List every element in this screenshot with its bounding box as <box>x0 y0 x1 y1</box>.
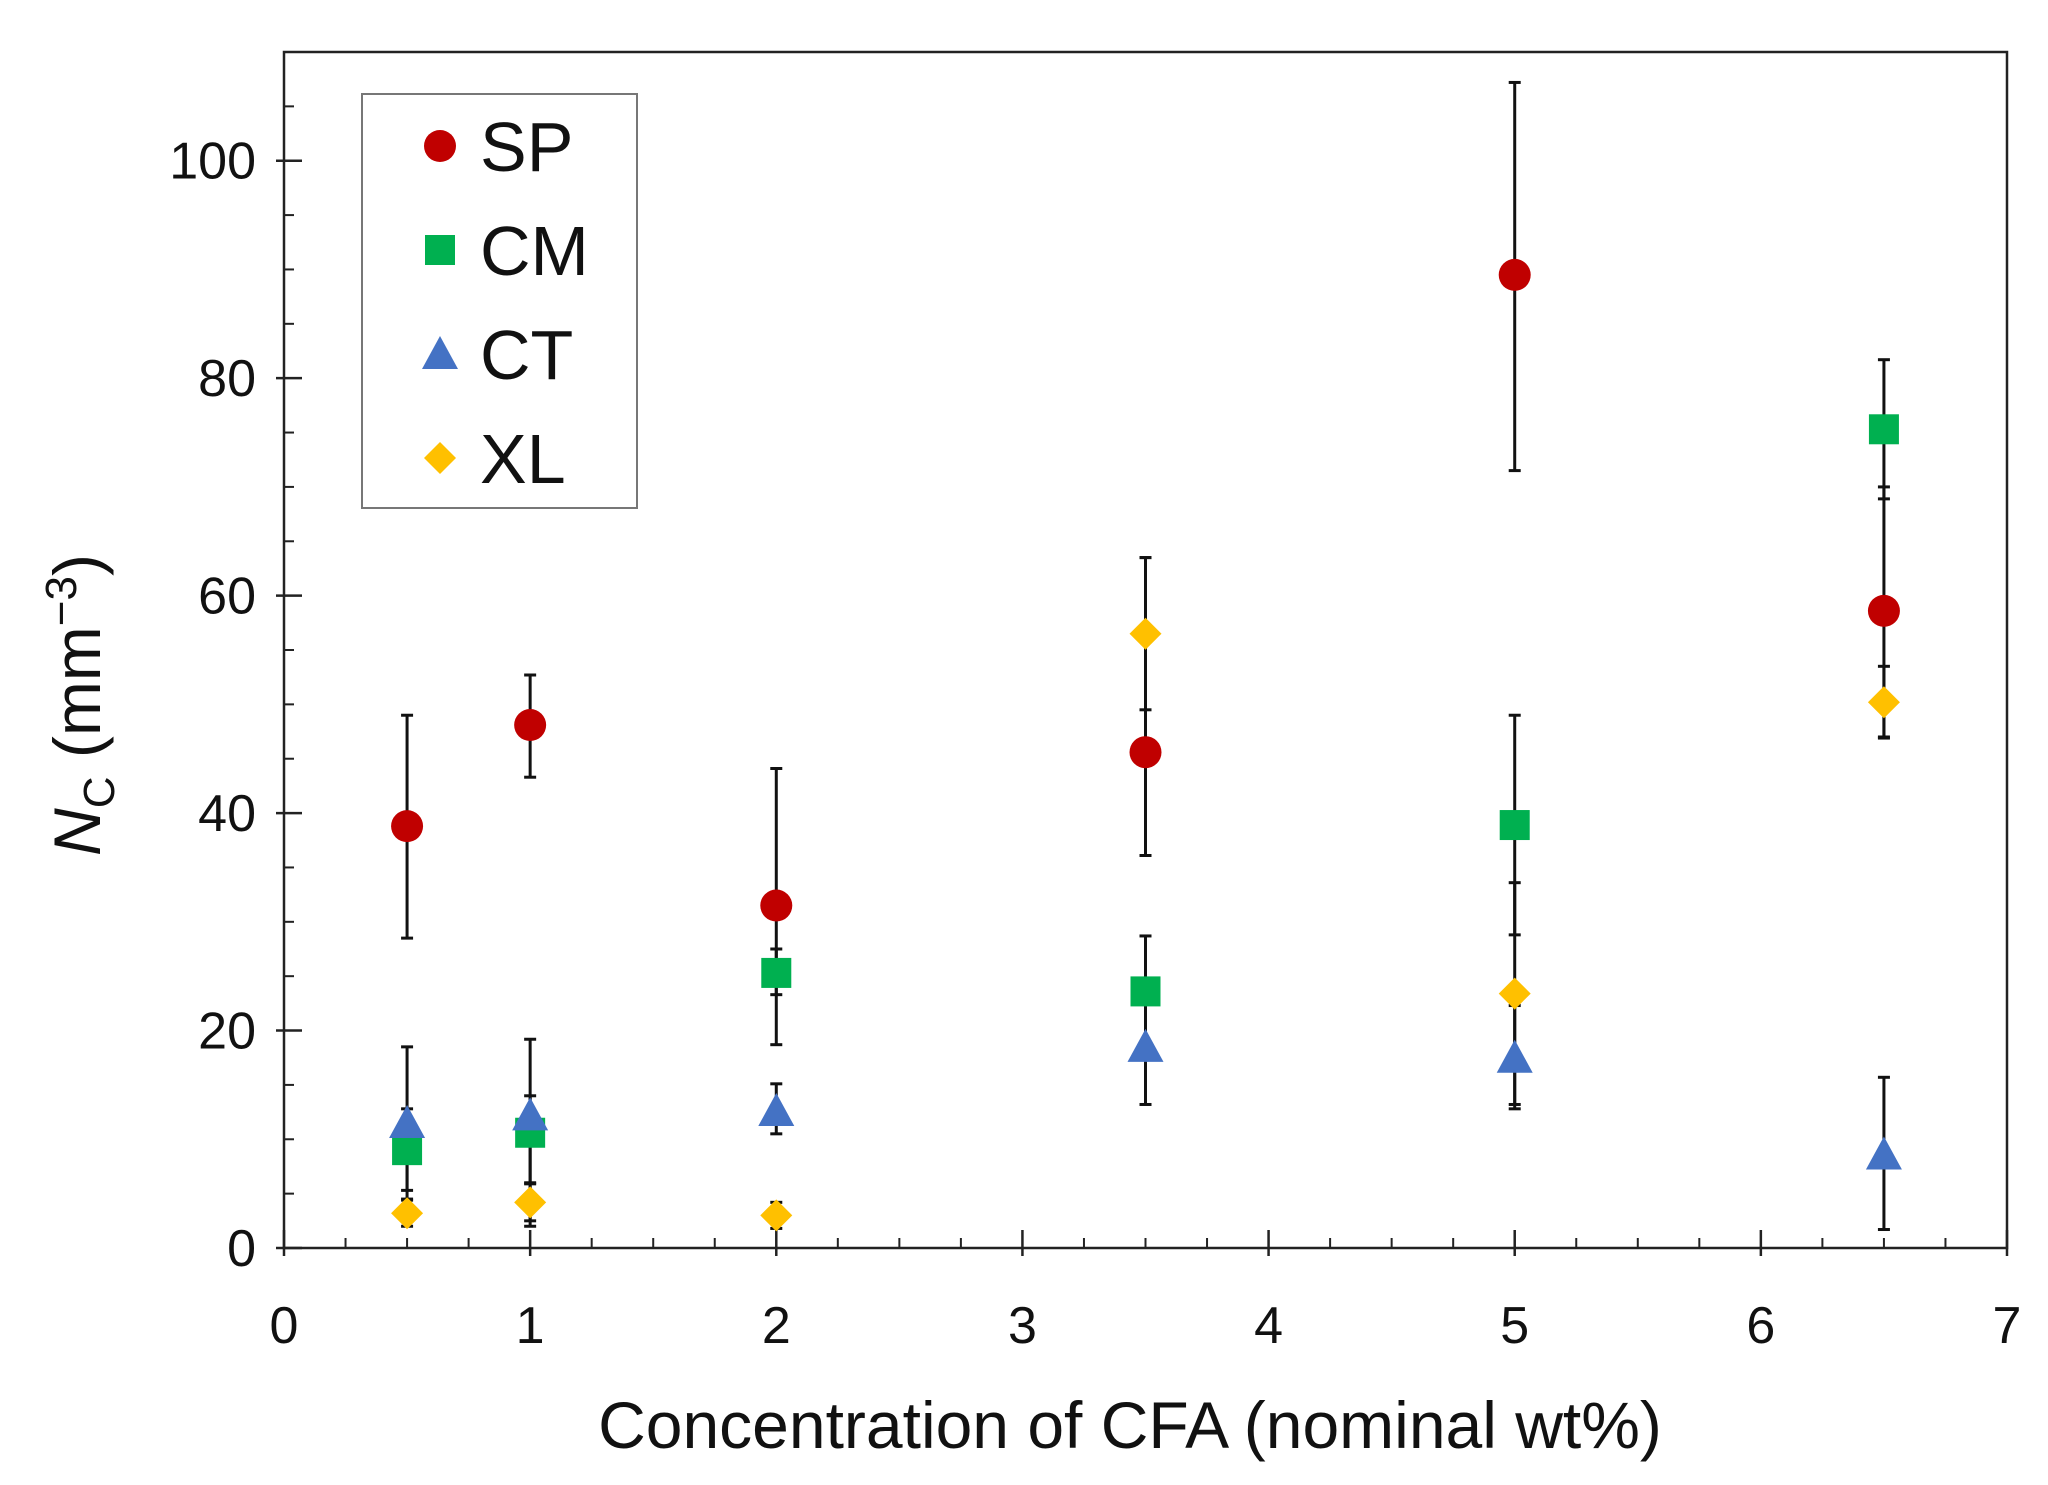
y-tick-label: 0 <box>227 1220 256 1278</box>
data-point-xl <box>1129 617 1162 650</box>
y-tick-label: 100 <box>169 133 256 191</box>
x-tick-label: 0 <box>270 1297 299 1355</box>
data-point-cm <box>761 957 792 988</box>
x-tick-label: 4 <box>1254 1297 1283 1355</box>
data-point-sp <box>1867 594 1900 627</box>
data-point-cm <box>1130 976 1161 1007</box>
legend-label-xl: XL <box>480 420 566 498</box>
y-axis-units-exponent: −3 <box>37 576 86 626</box>
data-point-ct <box>758 1093 795 1127</box>
legend-box <box>361 93 638 509</box>
data-point-xl <box>1498 977 1531 1010</box>
data-point-ct <box>1865 1136 1902 1170</box>
data-point-xl <box>514 1186 547 1219</box>
data-point-cm <box>1868 414 1899 445</box>
x-tick-label: 2 <box>762 1297 791 1355</box>
data-point-ct <box>389 1104 426 1138</box>
legend-marker-sp <box>424 130 456 162</box>
y-axis-units-close: ) <box>40 554 114 576</box>
data-point-ct <box>512 1097 549 1131</box>
y-axis-units: (mm <box>40 626 114 776</box>
y-tick-label: 80 <box>198 350 256 408</box>
y-tick-label: 60 <box>198 568 256 626</box>
data-point-cm <box>1499 810 1530 841</box>
series-ct <box>389 1028 1902 1170</box>
data-point-xl <box>1867 686 1900 719</box>
data-point-sp <box>760 889 793 922</box>
legend: SP CM CT XL <box>361 93 638 509</box>
y-axis-title: NC (mm−3) <box>37 554 124 856</box>
data-point-ct <box>1127 1028 1164 1062</box>
data-point-xl <box>760 1199 793 1232</box>
data-point-sp <box>1129 736 1162 769</box>
legend-marker-ct <box>422 336 458 369</box>
x-axis-title: Concentration of CFA (nominal wt%) <box>598 1388 1662 1462</box>
data-point-xl <box>391 1197 424 1230</box>
legend-label-ct: CT <box>480 316 573 394</box>
data-point-sp <box>1498 258 1531 291</box>
x-tick-label: 5 <box>1500 1297 1529 1355</box>
plot-area: 0 1 2 3 4 5 6 7 0 20 40 60 80 100 <box>169 50 2022 1355</box>
legend-marker-xl <box>424 442 456 474</box>
y-tick-label: 20 <box>198 1003 256 1061</box>
x-tick-label: 7 <box>1993 1297 2022 1355</box>
data-point-cm <box>392 1135 423 1166</box>
legend-label-cm: CM <box>480 212 589 290</box>
legend-label-sp: SP <box>480 108 573 186</box>
x-tick-label: 6 <box>1746 1297 1775 1355</box>
y-axis-subscript: C <box>75 776 124 808</box>
y-axis-symbol: N <box>40 808 114 856</box>
x-tick-label: 1 <box>516 1297 545 1355</box>
x-tick-label: 3 <box>1008 1297 1037 1355</box>
data-point-ct <box>1496 1039 1533 1073</box>
y-tick-label: 40 <box>198 785 256 843</box>
data-point-sp <box>391 810 424 843</box>
series-sp <box>391 258 1900 922</box>
series-xl <box>391 617 1900 1232</box>
y-axis-title-group: NC (mm−3) <box>37 554 124 856</box>
legend-marker-cm <box>425 235 455 265</box>
data-point-sp <box>514 709 547 742</box>
